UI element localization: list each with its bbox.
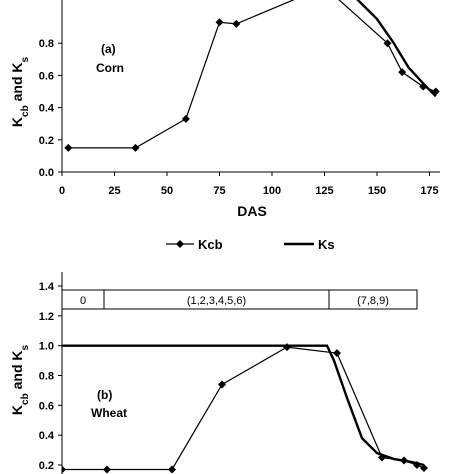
growth-stage-label: (1,2,3,4,5,6)	[187, 295, 246, 307]
panel-b-crop-name: Wheat	[91, 406, 127, 420]
panel-a-kcb-point	[215, 18, 224, 27]
panel-b-y-tick-label: 0.8	[39, 371, 54, 383]
panel-a-frame	[61, 0, 440, 173]
panel-b-kcb-point	[62, 465, 66, 474]
panel-a-x-tick-label: 175	[420, 185, 438, 197]
panel-a-kcb-point	[398, 68, 407, 77]
panel-a-x-tick-label: 75	[213, 185, 225, 197]
panel-b-label: (b)	[97, 388, 112, 402]
panel-b: 0.2 0.4 0.6 0.8 1.0 1.2 1.4 0 (1,2,3,4,5,6) (7,8…	[9, 272, 428, 474]
panel-a-y-tick-label: 0.2	[39, 135, 54, 147]
panel-a-kcb-point	[64, 143, 73, 152]
panel-a-x-tick-label: 150	[368, 185, 386, 197]
panel-a-y-tick-label: 0.0	[39, 167, 54, 179]
growth-stage-label: (7,8,9)	[357, 295, 389, 307]
growth-stage-bar: 0 (1,2,3,4,5,6) (7,8,9)	[61, 289, 418, 310]
panel-a-crop-name: Corn	[96, 61, 124, 75]
legend-kcb-label: Kcb	[198, 237, 223, 252]
panel-a-x-tick-label: 125	[315, 185, 333, 197]
panel-b-kcb-point	[333, 349, 341, 358]
panel-b-series	[62, 343, 428, 474]
panel-a-y-tick-label: 0.8	[39, 38, 54, 50]
panel-b-y-tick-label: 0.4	[39, 430, 55, 442]
growth-stage-frame	[61, 289, 418, 310]
panel-b-y-tick-label: 1.2	[39, 311, 54, 323]
panel-a-label: (a)	[101, 42, 116, 56]
panel-b-kcb-point	[103, 465, 111, 474]
panel-a-y-axis-title: Kcb and Ks	[9, 56, 31, 127]
panel-a-y-tick-label: 0.4	[39, 103, 55, 115]
panel-a-x-axis-title: DAS	[237, 203, 267, 219]
panel-a-series	[64, 0, 440, 152]
panel-a-kcb-point	[232, 19, 241, 28]
panel-b-kcb-point	[168, 465, 176, 474]
panel-b-y-tick-label: 0.2	[39, 460, 54, 472]
panel-a-x-tick-label: 25	[108, 185, 120, 197]
panel-a-x-tick-label: 0	[59, 185, 65, 197]
panel-b-kcb-point	[283, 343, 291, 352]
panel-a-ks-line	[356, 0, 437, 98]
panel-a-y-tick-label: 0.6	[39, 70, 54, 82]
panel-b-y-ticks: 0.2 0.4 0.6 0.8 1.0 1.2 1.4	[39, 281, 62, 472]
panel-a-kcb-line	[68, 0, 437, 149]
growth-stage-label: 0	[80, 295, 86, 307]
panel-b-kcb-point	[218, 380, 226, 389]
panel-b-y-axis-title: Kcb and Ks	[9, 344, 31, 415]
panel-b-y-tick-label: 1.4	[39, 281, 55, 293]
panel-b-y-tick-label: 1.0	[39, 341, 54, 353]
panel-a-x-tick-label: 50	[161, 185, 173, 197]
panel-a-kcb-point	[181, 114, 190, 123]
legend-ks-label: Ks	[318, 237, 335, 252]
panel-b-ks-line	[62, 344, 425, 467]
panel-a-kcb-point	[383, 39, 392, 48]
panel-a-y-ticks: 0.0 0.2 0.4 0.6 0.8	[39, 38, 62, 179]
legend-kcb-marker	[176, 240, 184, 248]
legend: Kcb Ks	[166, 237, 335, 252]
panel-a-x-tick-label: 100	[263, 185, 281, 197]
panel-a-x-ticks: 0 25 50 75 100 125 150 175	[59, 172, 439, 197]
panel-b-y-tick-label: 0.6	[39, 400, 54, 412]
panel-b-kcb-point	[420, 463, 428, 472]
panel-a: 0.00.20.40.60.8 0 25 50 75 100 125 150 175 (a) …	[9, 0, 440, 219]
panel-a-kcb-point	[131, 143, 140, 152]
